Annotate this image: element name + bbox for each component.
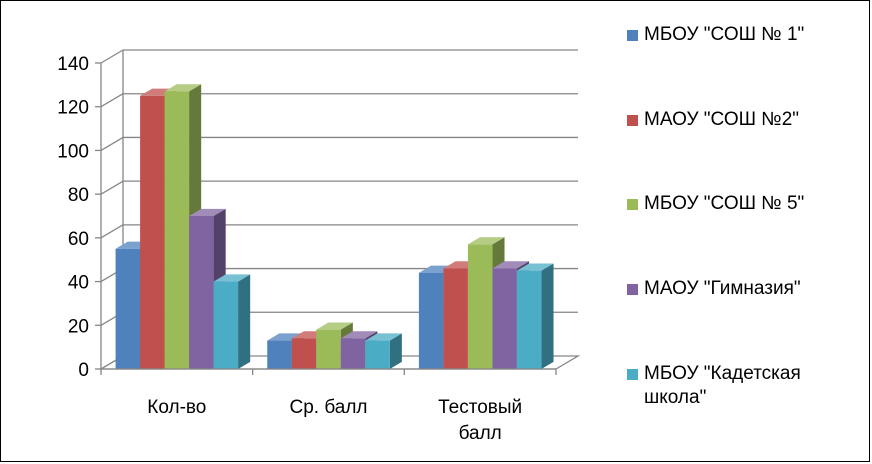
category-label: Кол-во: [147, 397, 206, 418]
bar-top: [316, 322, 353, 330]
bar-front: [140, 95, 165, 370]
legend-item: МАОУ "Гимназия": [627, 277, 869, 301]
legend-label: МАОУ "СОШ №2": [644, 109, 800, 130]
legend-swatch: [627, 30, 638, 41]
wall-gridline: [100, 49, 124, 64]
legend-label: МБОУ "Кадетская школа": [644, 363, 801, 408]
y-tick-label: 20: [68, 316, 89, 337]
x-tick-labels: Кол-во Ср. балл Тестовый балл: [147, 397, 522, 444]
y-tick-label: 80: [68, 185, 89, 206]
legend-item: МБОУ "СОШ № 5": [627, 192, 869, 216]
bar-front: [189, 216, 214, 369]
bar-top: [467, 237, 505, 245]
category-label: Тестовый: [438, 397, 522, 418]
legend-swatch: [627, 369, 638, 380]
bar-front: [492, 268, 517, 369]
bar-top: [164, 84, 202, 92]
legend-item: МБОУ "Кадетская школа": [627, 362, 869, 410]
y-tick-label: 140: [57, 54, 89, 75]
bar-top: [213, 274, 251, 282]
bar-front: [164, 91, 190, 370]
wall-gridline: [100, 224, 124, 239]
bar-front: [213, 281, 239, 369]
bar-front: [467, 244, 493, 369]
bar-chart: 0 20 40 60 80 100 120 140 Кол-во Ср. балл Тестовый…: [57, 49, 581, 444]
y-tick-label: 100: [57, 141, 89, 162]
y-tick-label: 40: [68, 273, 89, 294]
bar-front: [115, 248, 141, 369]
legend-item: МБОУ "СОШ № 1": [627, 23, 869, 47]
legend-item: МАОУ "СОШ №2": [627, 108, 869, 132]
category-label: Ср. балл: [289, 397, 367, 418]
bar-front: [418, 272, 444, 369]
bar-front: [443, 268, 468, 369]
y-tick-label: 120: [57, 98, 89, 119]
bar-top: [189, 208, 226, 216]
legend-label: МАОУ "Гимназия": [644, 278, 801, 299]
bar-side: [389, 333, 402, 369]
legend-swatch: [627, 115, 638, 126]
wall-gridline: [100, 93, 124, 108]
bar-front: [340, 338, 366, 369]
y-tick-label: 60: [68, 229, 89, 250]
bars: [115, 84, 554, 370]
bar-front: [267, 340, 292, 369]
bar-front: [316, 329, 341, 369]
category-label: балл: [459, 423, 502, 444]
wall-gridline: [100, 180, 124, 195]
bar-front: [291, 338, 317, 369]
bar: [365, 333, 402, 369]
bar-top: [516, 263, 554, 271]
wall-gridline: [100, 136, 124, 151]
legend-swatch: [627, 199, 638, 210]
y-tick-labels: 0 20 40 60 80 100 120 140: [57, 54, 101, 381]
bar: [516, 263, 554, 369]
bar-top: [492, 261, 530, 269]
bar-front: [516, 270, 542, 369]
bar-side: [238, 274, 251, 369]
legend-swatch: [627, 284, 638, 295]
bar: [213, 274, 251, 369]
bar-top: [365, 333, 402, 341]
legend-label: МБОУ "СОШ № 1": [644, 24, 805, 45]
legend-label: МБОУ "СОШ № 5": [644, 193, 805, 214]
bar-top: [340, 331, 378, 339]
y-tick-label: 0: [78, 360, 89, 381]
bar-side: [541, 263, 554, 369]
bar-front: [365, 340, 390, 369]
